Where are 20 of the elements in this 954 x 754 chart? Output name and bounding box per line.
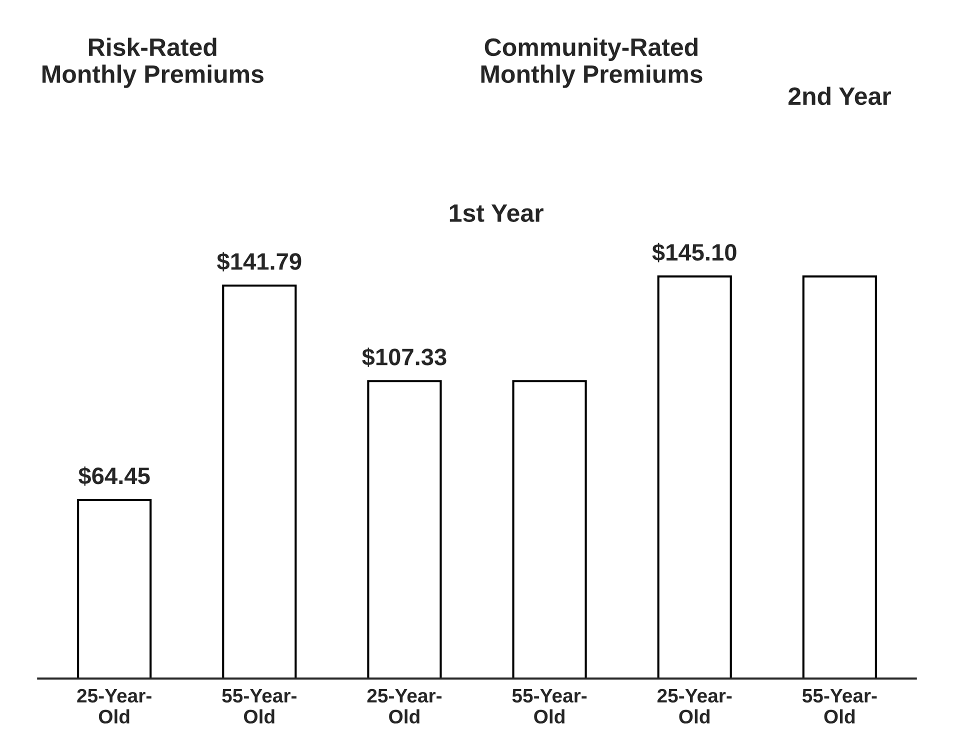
bar bbox=[802, 275, 877, 679]
bar bbox=[222, 284, 297, 679]
data-label: $141.79 bbox=[217, 252, 302, 272]
data-label: $64.45 bbox=[78, 466, 150, 486]
text: Community-Rated Monthly Premiums bbox=[481, 38, 702, 88]
bar bbox=[657, 275, 732, 679]
x-tick-label: 25-Year- Old bbox=[77, 688, 152, 724]
text: 1st Year bbox=[450, 204, 544, 222]
data-label: $145.10 bbox=[652, 242, 736, 262]
x-tick-label: 55-Year- Old bbox=[222, 689, 296, 724]
text: 2nd Year bbox=[788, 86, 892, 106]
x-tick-label: 55-Year- Old bbox=[802, 689, 877, 724]
bar bbox=[77, 498, 152, 679]
bar bbox=[367, 380, 442, 679]
data-label: $107.33 bbox=[362, 348, 446, 367]
x-tick-label: 25-Year- Old bbox=[367, 688, 442, 724]
x-tick-label: 25-Year- Old bbox=[657, 688, 732, 724]
x-tick-label: 55-Year- Old bbox=[512, 689, 587, 724]
bar bbox=[512, 380, 587, 679]
text: Risk-Rated Monthly Premiums bbox=[42, 38, 264, 88]
